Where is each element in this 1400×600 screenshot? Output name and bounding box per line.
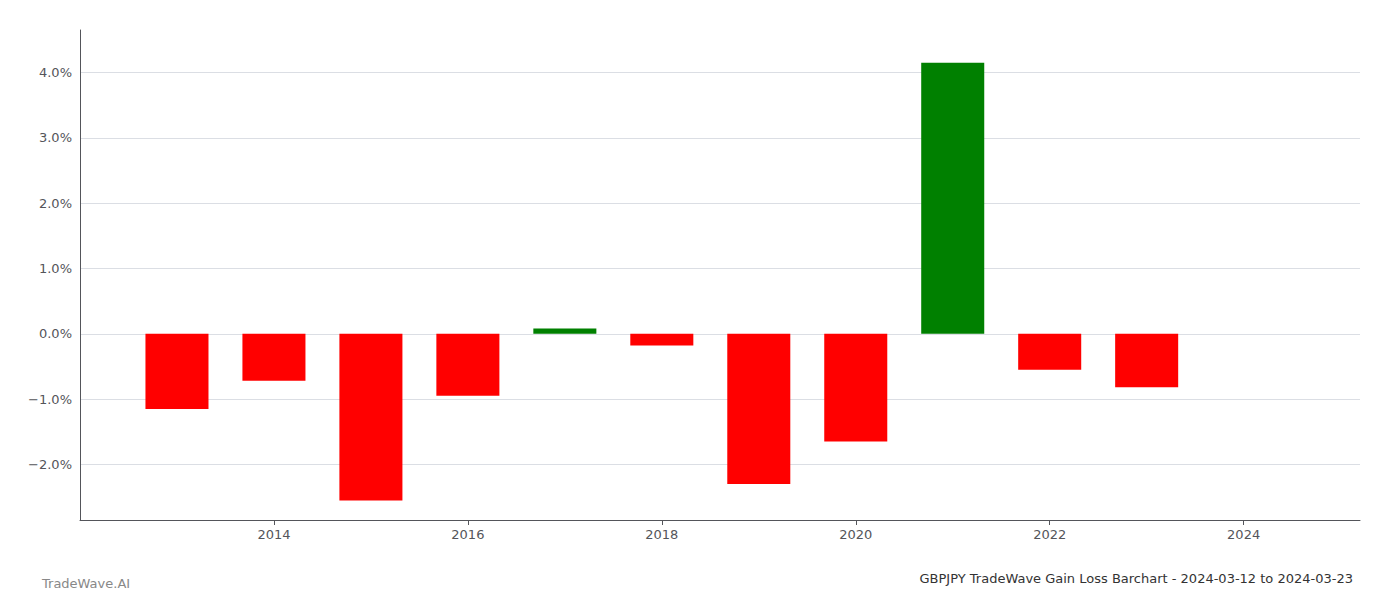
svg-text:2.0%: 2.0%: [39, 196, 72, 211]
svg-text:2020: 2020: [839, 527, 872, 542]
svg-text:2016: 2016: [451, 527, 484, 542]
svg-text:0.0%: 0.0%: [39, 326, 72, 341]
svg-text:GBPJPY TradeWave Gain Loss Bar: GBPJPY TradeWave Gain Loss Barchart - 20…: [920, 571, 1353, 586]
svg-text:−1.0%: −1.0%: [28, 392, 72, 407]
svg-text:2022: 2022: [1033, 527, 1066, 542]
svg-text:2018: 2018: [645, 527, 678, 542]
svg-text:2014: 2014: [257, 527, 290, 542]
svg-text:1.0%: 1.0%: [39, 261, 72, 276]
svg-text:3.0%: 3.0%: [39, 130, 72, 145]
svg-text:−2.0%: −2.0%: [28, 457, 72, 472]
svg-text:4.0%: 4.0%: [39, 65, 72, 80]
svg-text:2024: 2024: [1227, 527, 1260, 542]
svg-text:TradeWave.AI: TradeWave.AI: [41, 576, 130, 591]
